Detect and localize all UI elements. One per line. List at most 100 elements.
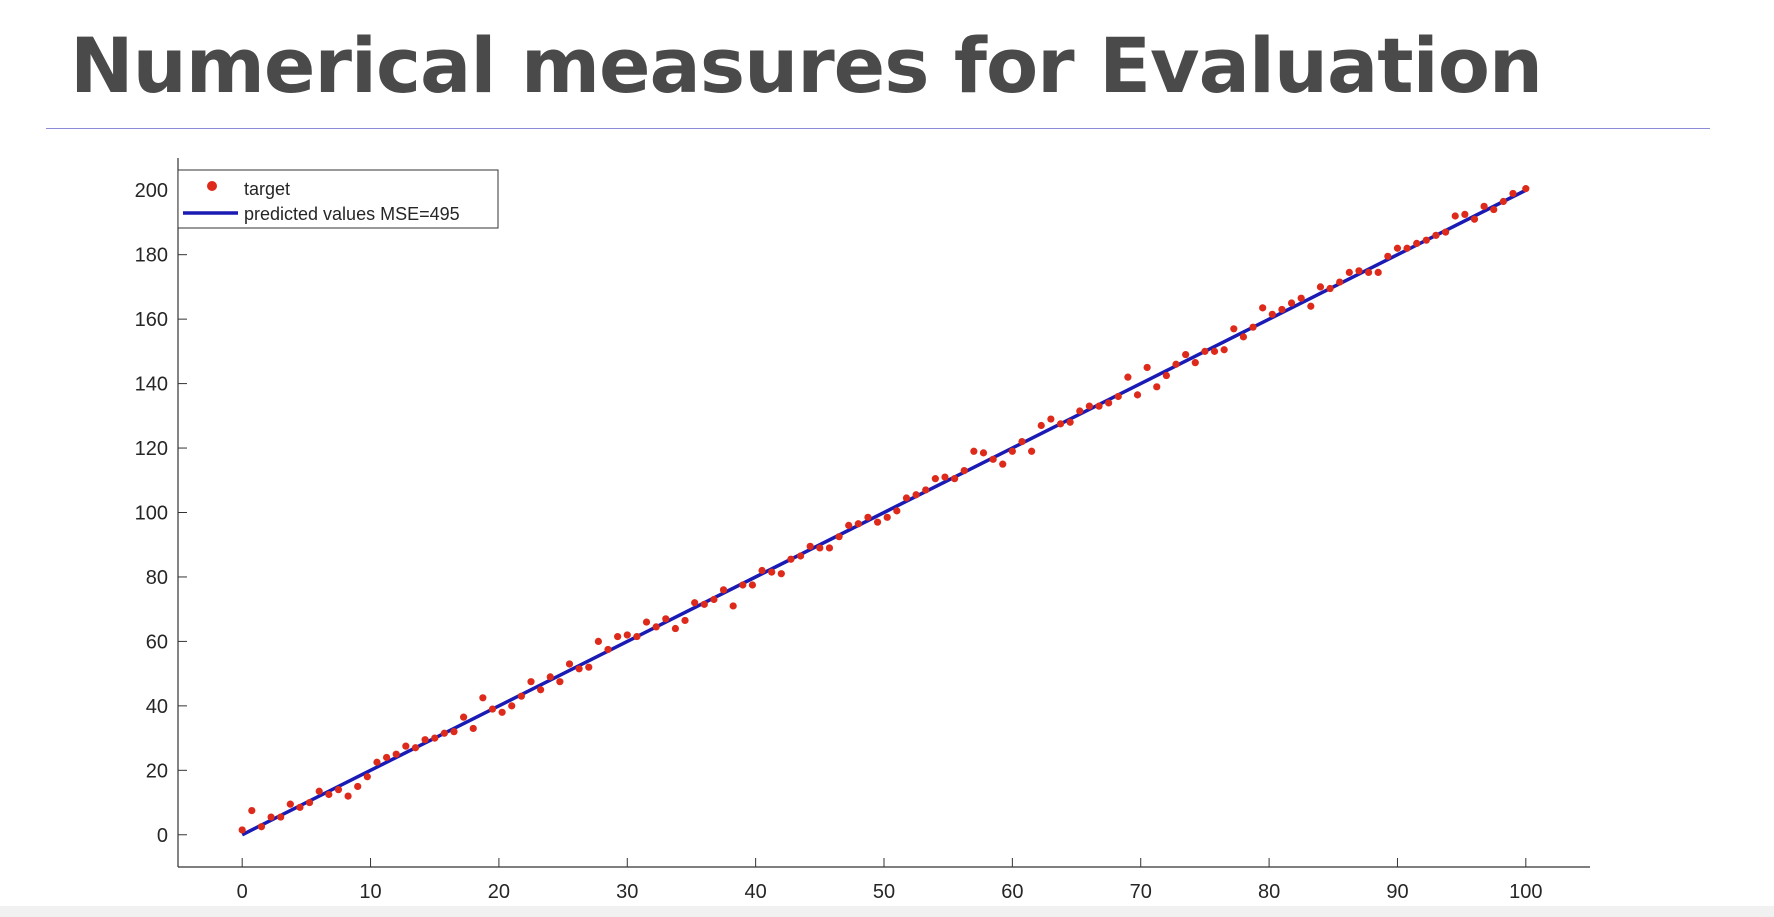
y-tick-label: 80 [146,567,168,589]
target-point [508,702,516,710]
target-point [556,678,564,686]
target-point [1028,447,1036,455]
target-point [1374,268,1382,277]
target-point [382,753,391,762]
target-point [1162,371,1170,380]
target-point [951,475,959,483]
chart-legend: target predicted values MSE=495 [177,169,499,229]
target-point [941,473,949,481]
y-tick-label: 40 [146,696,168,718]
target-point [922,486,930,494]
y-tick-label: 200 [135,180,168,202]
target-point [527,678,535,686]
target-point [816,544,824,552]
slide-title: Numerical measures for Evaluation [70,21,1543,110]
target-point [1403,244,1411,252]
x-tick-label: 100 [1509,881,1542,903]
target-point [1056,420,1065,428]
target-point [1105,399,1113,407]
target-point [604,645,612,654]
predicted-line [241,188,1527,837]
target-point [970,447,978,455]
target-point [777,570,785,578]
target-point [411,744,420,752]
target-point [729,602,737,610]
target-point [1114,392,1122,401]
target-point [1345,268,1353,277]
target-point [623,631,631,639]
target-point [1153,383,1161,391]
target-point [479,694,487,702]
target-point [305,798,314,807]
y-tick-label: 100 [135,503,168,525]
target-point [431,734,439,742]
target-point [238,826,246,834]
target-point [296,803,304,811]
y-tick-label: 160 [135,309,168,331]
target-point [1451,212,1459,220]
target-point [1047,415,1055,423]
target-point [691,599,699,607]
target-point [498,708,506,716]
y-tick-label: 180 [135,245,168,267]
target-point [392,750,400,758]
x-tick-label: 50 [873,881,895,903]
target-point [575,665,583,673]
x-tick-label: 0 [237,881,248,903]
x-axis-ticks: 0 10 20 30 40 50 60 70 80 90 100 [237,858,1543,903]
target-point [873,518,882,526]
target-point [363,773,371,781]
target-point [989,455,997,463]
target-point [1066,418,1074,426]
x-tick-label: 10 [359,881,381,903]
y-tick-label: 140 [135,374,168,396]
target-point [1384,252,1392,260]
target-point [999,460,1007,468]
x-tick-label: 80 [1258,881,1280,903]
target-point [1470,215,1479,223]
target-point [1249,323,1257,331]
target-point [845,521,853,529]
target-point [1191,359,1199,367]
target-point [614,632,622,641]
target-point [325,790,333,799]
target-point [1172,360,1180,368]
target-point [1259,304,1267,312]
target-point [912,491,920,499]
target-point [1461,210,1469,218]
target-point [1490,205,1498,214]
target-point [488,705,497,713]
target-point [585,663,593,671]
target-point [739,581,747,589]
target-point [748,581,757,589]
target-point [960,467,968,475]
target-point [450,728,458,736]
x-tick-label: 30 [616,881,638,903]
y-tick-label: 0 [157,825,168,847]
target-point [373,758,381,766]
legend-label-target: target [244,179,290,199]
target-point [1239,333,1248,341]
x-tick-label: 40 [745,881,767,903]
target-point [1364,268,1373,277]
target-point [1182,350,1190,359]
target-point [402,742,410,750]
target-point [710,595,718,604]
y-axis-ticks: 0 20 40 60 80 100 120 140 160 180 200 [135,180,187,847]
target-point [1316,283,1325,291]
target-point [1133,391,1142,399]
target-series [238,185,1530,834]
target-point [334,786,343,794]
target-point [517,692,525,700]
target-point [1268,310,1276,318]
target-point [1297,294,1305,302]
target-point [700,600,708,608]
target-point [835,533,843,541]
target-point [758,566,766,575]
target-point [421,736,429,744]
target-point [1230,325,1238,333]
target-point [1037,421,1045,430]
target-point [537,686,545,694]
target-point [719,586,728,594]
target-point [1432,231,1440,239]
